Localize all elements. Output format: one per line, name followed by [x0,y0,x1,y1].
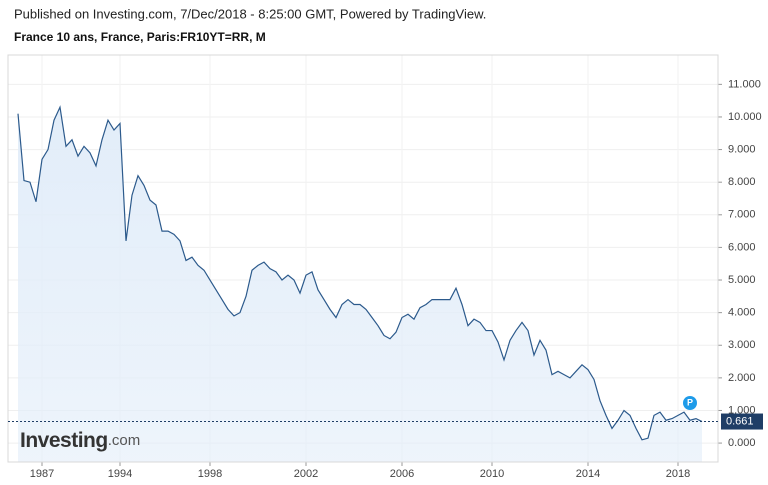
plot-area: 0.000 1.000 2.000 3.000 4.000 5.000 6.000 7.000… [8,55,762,480]
y-tick-label: 1.000 [728,404,756,416]
y-tick-label: 0.000 [728,437,756,449]
logo: Investing.com [20,429,140,452]
marker-icon-label: P [687,397,693,407]
y-tick-label: 7.000 [728,209,756,221]
y-tick-label: 6.000 [728,241,756,253]
x-tick-label: 1987 [30,468,54,480]
plot-frame [7,54,719,463]
y-tick-label: 5.000 [728,274,756,286]
x-tick-label: 1998 [198,468,222,480]
x-tick-label: 2010 [480,468,504,480]
x-tick-label: 2018 [666,468,690,480]
y-tick-label: 4.000 [728,307,756,319]
x-tick-label: 2002 [294,468,318,480]
y-tick-label: 2.000 [728,372,756,384]
logo-suffix: .com [108,432,141,449]
x-tick-label: 2014 [576,468,600,480]
marker-icon [683,396,697,410]
y-tick-label: 10.000 [728,111,762,123]
x-tick-label: 1994 [108,468,132,480]
logo-name: Investing [20,429,108,452]
last-value-label: 0.661 [726,415,754,427]
area-fill [18,107,702,462]
last-value-badge [721,413,763,430]
published-note: Published on Investing.com, 7/Dec/2018 -… [14,6,486,21]
x-tick-label: 2006 [390,468,414,480]
y-tick-label: 11.000 [728,78,761,90]
instrument-title: France 10 ans, France, Paris:FR10YT=RR, … [14,30,266,44]
y-tick-label: 8.000 [728,176,756,188]
line [17,105,703,441]
y-tick-label: 9.000 [728,143,756,155]
y-tick-label: 3.000 [728,339,756,351]
